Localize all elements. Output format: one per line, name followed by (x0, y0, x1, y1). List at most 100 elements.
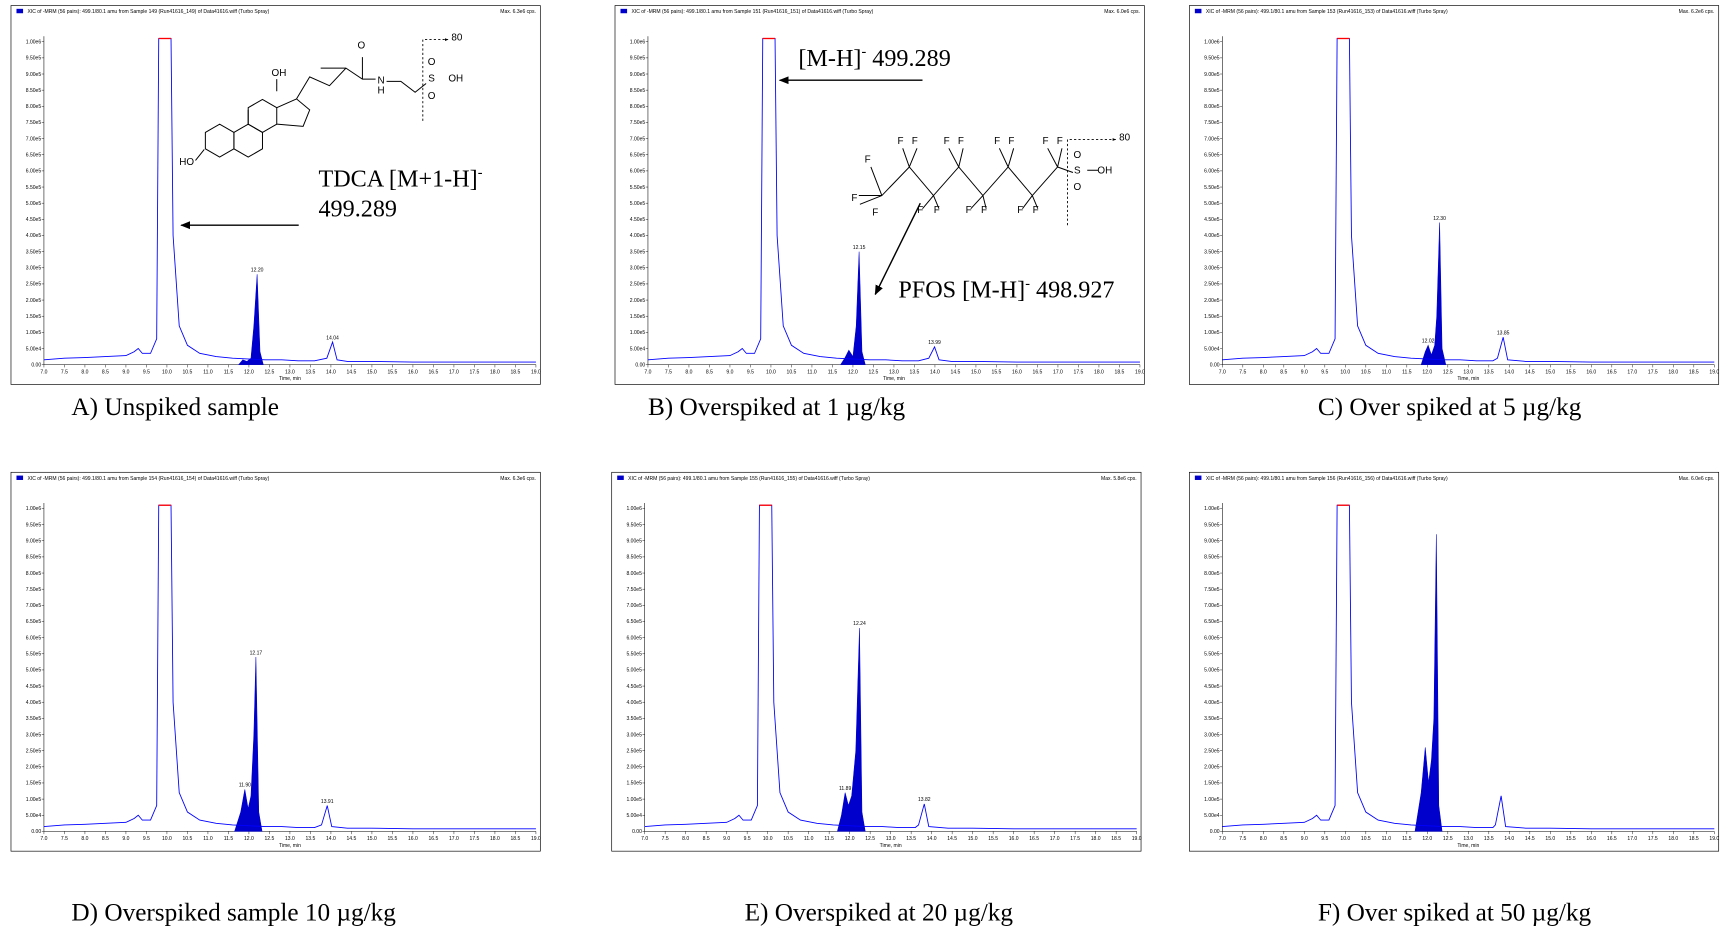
y-tick-label: 9.00e5 (26, 72, 42, 78)
header-icon (1194, 8, 1202, 14)
chain (858, 148, 1099, 210)
header-title: XIC of -MRM (56 pairs): 499.1/80.1 amu f… (1206, 476, 1448, 482)
x-tick-label: 9.5 (1321, 836, 1328, 842)
y-tick-label: 9.00e5 (1204, 72, 1220, 78)
x-tick-label: 8.5 (703, 836, 710, 842)
x-tick-label: 10.5 (1361, 836, 1371, 842)
ring (276, 98, 311, 127)
x-tick-label: 15.0 (971, 369, 981, 375)
y-tick-label: 9.00e5 (626, 539, 642, 545)
x-tick-label: 16.0 (408, 369, 418, 375)
y-tick-label: 0.00 (31, 829, 41, 835)
x-tick-label: 15.5 (388, 836, 398, 842)
x-tick-label: 16.5 (1029, 836, 1039, 842)
x-tick-label: 13.5 (306, 369, 316, 375)
panel-frame (1189, 5, 1720, 385)
x-tick-label: 12.0 (848, 369, 858, 375)
x-tick-label: 19.0 (531, 369, 541, 375)
annotation-sup: - (861, 44, 866, 60)
panel-frame (611, 471, 1142, 852)
y-tick-label: 0.00 (632, 829, 642, 835)
x-tick-label: 18.0 (1668, 369, 1678, 375)
y-tick-label: 2.00e5 (626, 765, 642, 771)
y-tick-label: 3.00e5 (1204, 266, 1220, 272)
y-tick-label: 6.00e5 (26, 169, 42, 175)
x-tick-label: 11.5 (828, 369, 838, 375)
y-tick-label: 3.00e5 (626, 732, 642, 738)
y-tick-label: 8.50e5 (1204, 555, 1220, 561)
x-tick-label: 17.0 (1050, 836, 1060, 842)
x-tick-label: 12.0 (1422, 369, 1432, 375)
x-tick-label: 7.5 (1239, 836, 1246, 842)
y-tick-label: 8.50e5 (26, 88, 42, 94)
x-tick-label: 10.5 (183, 836, 193, 842)
y-tick-label: 3.50e5 (630, 249, 646, 255)
x-tick-label: 13.5 (306, 836, 316, 842)
caption: B) Overspiked at 1 µg/kg (648, 393, 906, 421)
filled-peak (1420, 222, 1447, 365)
x-tick-label: 9.0 (726, 369, 733, 375)
arrow (874, 202, 921, 296)
annotation-text: [M-H] (798, 45, 861, 72)
structure-label: F (872, 207, 878, 218)
header-icon (617, 475, 624, 480)
max-label: Max. 6.2e6 cps. (1679, 9, 1715, 15)
y-tick-label: 6.00e5 (630, 169, 646, 175)
peak-label: 13.85 (1497, 330, 1510, 336)
structure-label: F (981, 205, 987, 216)
x-tick-label: 13.5 (906, 836, 916, 842)
y-tick-label: 5.00e4 (626, 813, 642, 819)
x-tick-label: 16.5 (429, 836, 439, 842)
x-tick-label: 10.5 (783, 836, 793, 842)
annotation-sup: - (478, 165, 483, 181)
y-tick-label: 1.00e6 (630, 39, 646, 45)
x-tick-label: 16.0 (1012, 369, 1022, 375)
x-tick-label: 15.5 (992, 369, 1002, 375)
trace-line (644, 504, 1137, 830)
y-tick-label: 7.50e5 (626, 587, 642, 593)
x-tick-label: 8.5 (706, 369, 713, 375)
x-tick-label: 17.0 (449, 369, 459, 375)
structure-label: F (917, 205, 923, 216)
x-tick-label: 16.5 (1607, 369, 1617, 375)
structure-label: OH (448, 73, 463, 84)
y-tick-label: 5.00e5 (630, 201, 646, 207)
annotation: [M-H]- 499.289 (798, 44, 950, 72)
x-tick-label: 11.0 (203, 836, 213, 842)
x-tick-label: 7.0 (644, 369, 651, 375)
y-tick-label: 5.50e5 (626, 652, 642, 658)
x-tick-label: 7.0 (1219, 369, 1226, 375)
x-tick-label: 10.5 (1361, 369, 1371, 375)
caption: D) Overspiked sample 10 µg/kg (71, 898, 396, 926)
x-tick-label: 9.5 (1321, 369, 1328, 375)
max-label: Max. 6.3e6 cps. (500, 9, 536, 15)
y-tick-label: 1.00e6 (26, 506, 42, 512)
x-tick-label: 8.5 (1280, 836, 1287, 842)
x-tick-label: 18.5 (511, 369, 521, 375)
y-tick-label: 7.50e5 (1204, 120, 1220, 126)
y-tick-label: 6.50e5 (26, 153, 42, 159)
y-tick-label: 2.00e5 (1204, 765, 1220, 771)
x-tick-label: 9.5 (143, 836, 150, 842)
x-tick-label: 19.0 (1132, 836, 1142, 842)
header-icon (16, 475, 24, 480)
y-tick-label: 8.50e5 (1204, 88, 1220, 94)
y-tick-label: 7.00e5 (26, 603, 42, 609)
y-tick-label: 6.50e5 (26, 619, 42, 625)
y-tick-label: 1.00e5 (26, 797, 42, 803)
x-tick-label: 18.5 (1115, 369, 1125, 375)
filled-peak (1414, 534, 1443, 832)
structure-label: S (428, 73, 435, 84)
y-tick-label: 4.00e5 (630, 233, 646, 239)
header-icon (1194, 475, 1202, 480)
y-tick-label: 8.50e5 (26, 555, 42, 561)
header-title: XIC of -MRM (56 pairs): 499.1/80.1 amu f… (628, 476, 870, 482)
y-tick-label: 4.50e5 (26, 684, 42, 690)
x-tick-label: 7.5 (662, 836, 669, 842)
x-tick-label: 17.0 (1053, 369, 1063, 375)
annotation-text: PFOS [M-H] (898, 277, 1025, 304)
y-tick-label: 4.00e5 (1204, 700, 1220, 706)
x-tick-label: 12.5 (265, 836, 275, 842)
x-tick-label: 17.5 (1648, 836, 1658, 842)
